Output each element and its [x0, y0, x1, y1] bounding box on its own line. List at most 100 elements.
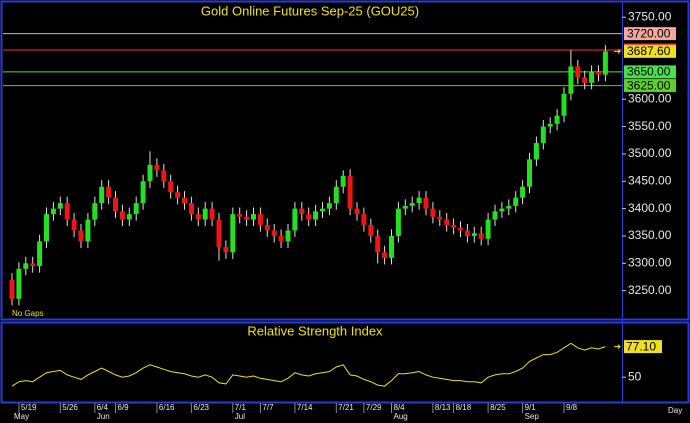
x-tick-label: 6/16 — [159, 403, 175, 412]
rsi-panel-border — [0, 321, 690, 404]
candle-body — [175, 192, 181, 198]
candle-body — [444, 219, 450, 226]
candle-body — [195, 214, 201, 220]
candle-body — [547, 123, 553, 127]
candle-body — [9, 279, 15, 299]
candle-body — [485, 219, 491, 239]
last-price-arrow — [614, 48, 621, 54]
candle-body — [471, 233, 477, 236]
y-tick-label: 3450.00 — [628, 173, 672, 187]
candle-body — [237, 214, 243, 217]
candle-body — [602, 51, 608, 75]
candle-body — [513, 197, 519, 206]
x-axis-label: Day — [668, 406, 682, 415]
x-tick-label: 7/1 — [235, 403, 247, 412]
rsi-last-label: 77.10 — [626, 339, 656, 353]
candle-body — [540, 126, 546, 143]
x-tick-label: 9/8 — [566, 403, 578, 412]
y-tick-label: 3300.00 — [628, 255, 672, 269]
candle-body — [347, 175, 353, 209]
candle-body — [492, 211, 498, 220]
candle-body — [202, 208, 208, 220]
rsi-title: Relative Strength Index — [247, 323, 383, 338]
candle-body — [520, 186, 526, 198]
candle-body — [188, 203, 194, 215]
x-tick-label: 7/21 — [338, 403, 354, 412]
candle-body — [182, 197, 187, 204]
candle-body — [154, 164, 160, 171]
rsi-line — [11, 342, 606, 387]
candle-body — [50, 208, 56, 215]
candle-body — [285, 230, 291, 242]
y-tick-label: 3250.00 — [628, 283, 672, 297]
x-tick-label: 6/4 — [97, 403, 109, 412]
rsi-tick-label: 50 — [628, 369, 642, 383]
candle-body — [251, 214, 256, 220]
candle-body — [306, 214, 312, 220]
candle-body — [561, 93, 567, 116]
candle-body — [437, 216, 443, 220]
candle-body — [320, 208, 325, 212]
candle-body — [451, 225, 457, 228]
x-tick-label: 7/7 — [262, 403, 274, 412]
candle-body — [402, 205, 408, 209]
candle-body — [292, 208, 298, 231]
candle-body — [313, 211, 319, 220]
level-box — [624, 79, 676, 93]
candle-body — [423, 197, 429, 209]
candle-body — [354, 208, 360, 215]
x-tick-label: 8/18 — [456, 403, 472, 412]
candle-body — [326, 203, 332, 209]
candle-body — [464, 230, 470, 236]
candle-body — [582, 77, 588, 83]
candle-body — [568, 66, 574, 94]
candle-body — [168, 181, 174, 193]
candle-body — [506, 205, 512, 209]
candle-body — [382, 252, 388, 258]
x-tick-label: 8/13 — [435, 403, 451, 412]
candle-body — [575, 66, 581, 78]
candle-body — [106, 186, 112, 198]
candle-body — [140, 181, 146, 204]
candle-body — [416, 197, 422, 204]
x-tick-label: 6/23 — [193, 403, 209, 412]
last-price-label: 3687.60 — [627, 44, 671, 58]
y-tick-label: 3600.00 — [628, 91, 672, 105]
candle-body — [299, 208, 305, 215]
note: No Gaps — [12, 309, 44, 318]
candle-body — [209, 208, 215, 220]
month-label: Jun — [97, 412, 110, 421]
y-tick-label: 3400.00 — [628, 201, 672, 215]
candle-body — [333, 186, 339, 204]
candle-body — [119, 211, 125, 220]
x-tick-label: 7/29 — [366, 403, 382, 412]
x-tick-label: 9/1 — [525, 403, 537, 412]
candle-body — [64, 203, 70, 220]
candle-body — [216, 219, 222, 247]
level-box — [624, 65, 676, 79]
candle-body — [244, 216, 250, 220]
candle-body — [499, 208, 505, 212]
candle-body — [44, 214, 49, 242]
candle-body — [161, 170, 167, 182]
y-tick-label: 3750.00 — [628, 9, 672, 23]
candle-body — [395, 208, 401, 236]
x-tick-label: 5/26 — [62, 403, 78, 412]
candle-body — [361, 214, 367, 226]
candle-body — [368, 225, 374, 236]
chart-title: Gold Online Futures Sep-25 (GOU25) — [201, 3, 419, 18]
candle-body — [99, 186, 105, 204]
candle-body — [430, 208, 436, 217]
x-tick-label: 8/4 — [394, 403, 406, 412]
candle-body — [71, 219, 77, 231]
candle-body — [23, 263, 29, 269]
x-tick-label: 5/19 — [21, 403, 37, 412]
candle-body — [478, 233, 484, 239]
price-panel-border — [0, 0, 690, 321]
x-tick-label: 7/14 — [297, 403, 313, 412]
candle-body — [30, 263, 36, 267]
month-label: Aug — [394, 412, 408, 421]
